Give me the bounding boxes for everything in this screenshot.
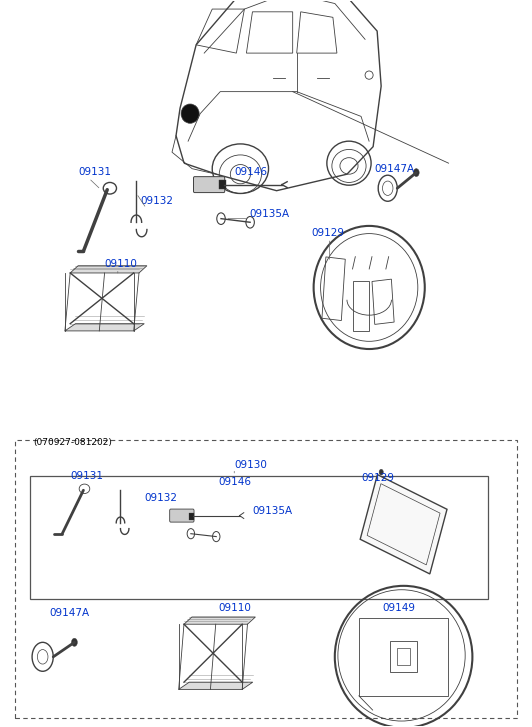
Bar [14, 440, 518, 718]
Bar [390, 641, 418, 672]
Text: (070927-081202): (070927-081202) [33, 438, 112, 447]
Text: 09135A: 09135A [249, 209, 289, 219]
Polygon shape [70, 266, 147, 273]
Circle shape [413, 169, 419, 177]
Bar [397, 648, 411, 665]
Polygon shape [65, 324, 144, 331]
Text: 09132: 09132 [144, 494, 177, 503]
Text: 09147A: 09147A [375, 164, 414, 174]
Text: 09132: 09132 [140, 196, 173, 206]
Bar [353, 281, 369, 331]
Circle shape [379, 469, 384, 475]
Ellipse shape [181, 104, 199, 124]
Bar [219, 180, 226, 189]
Bar [359, 618, 448, 696]
Text: 09131: 09131 [70, 471, 103, 481]
FancyBboxPatch shape [170, 509, 194, 522]
Polygon shape [360, 475, 447, 574]
Bar [30, 475, 488, 599]
Bar [322, 257, 345, 321]
Text: 09146: 09146 [234, 166, 267, 177]
Text: 09146: 09146 [218, 477, 251, 486]
Text: 09135A: 09135A [253, 505, 293, 515]
Text: 09130: 09130 [234, 460, 267, 470]
Bar [189, 513, 194, 520]
Text: 09129: 09129 [361, 473, 394, 483]
Text: 09110: 09110 [105, 259, 137, 269]
Text: 09147A: 09147A [49, 608, 89, 619]
Text: 09149: 09149 [383, 603, 415, 614]
Bar [372, 279, 394, 324]
Polygon shape [179, 682, 253, 689]
Circle shape [71, 638, 77, 646]
Text: 09129: 09129 [311, 228, 344, 238]
Text: 09110: 09110 [218, 603, 251, 614]
Polygon shape [184, 617, 255, 624]
Text: 09131: 09131 [78, 166, 111, 177]
FancyBboxPatch shape [194, 177, 225, 193]
